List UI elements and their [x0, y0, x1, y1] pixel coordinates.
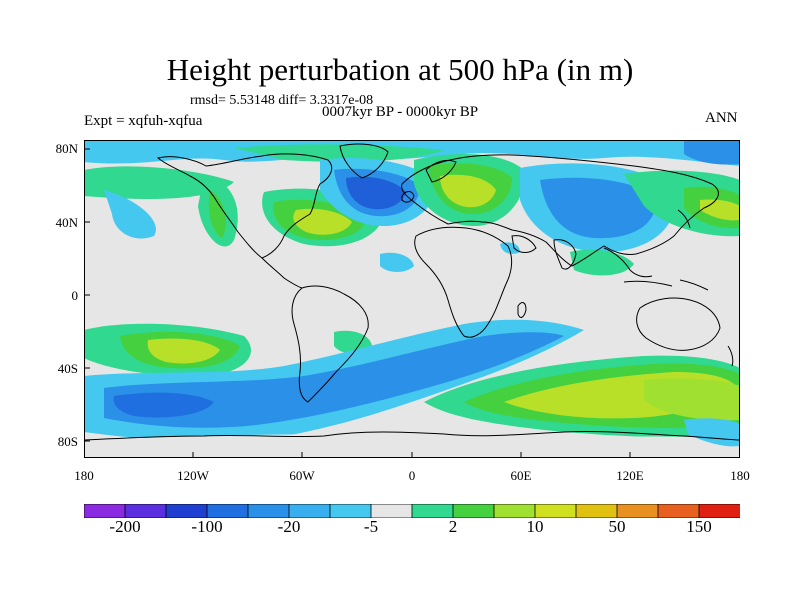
lat-label-40n: 40N	[55, 215, 78, 230]
colorbar-label-2: 2	[448, 517, 458, 536]
lon-label-60e: 60E	[510, 468, 532, 483]
lon-label-120w: 120W	[177, 468, 209, 483]
tropical-atlantic-cyan	[380, 252, 414, 272]
asia-blue-region	[540, 177, 657, 239]
coast-india	[553, 239, 577, 270]
coast-madagascar	[517, 302, 527, 318]
colorbar-cell	[575, 504, 618, 518]
satlantic-green-patch	[334, 330, 372, 354]
colorbar-cell	[329, 504, 372, 518]
stats-text: rmsd= 5.53148 diff= 3.3317e-08	[190, 93, 374, 108]
colorbar-label-neg100: -100	[191, 517, 223, 536]
coast-japan	[677, 209, 691, 229]
colorbar-cell	[288, 504, 331, 518]
colorbar-label-50: 50	[608, 517, 626, 536]
lon-label-60w: 60W	[289, 468, 315, 483]
lon-label-0: 0	[408, 468, 416, 483]
coast-australia	[636, 297, 721, 351]
npac-cyan-region	[104, 190, 156, 239]
colorbar-cell	[493, 504, 536, 518]
colorbar-cell	[616, 504, 659, 518]
coast-central-america	[261, 257, 303, 289]
coast-antarctica	[84, 430, 740, 441]
colorbar-cell	[452, 504, 495, 518]
southern-ocean-blue-band	[104, 332, 564, 428]
colorbar-cells	[84, 504, 740, 518]
atlantic-blue-core	[346, 176, 406, 210]
coast-uk	[401, 191, 415, 203]
period-text: 0007kyr BP - 0000kyr BP	[322, 104, 479, 120]
colorbar-cell	[411, 504, 454, 518]
antarctic-neutral	[84, 434, 740, 458]
map-field	[84, 140, 740, 458]
colorbar-cell	[206, 504, 249, 518]
ne-siberia-blue	[684, 140, 740, 165]
lon-label-180e: 180	[730, 468, 750, 483]
southern-ocean-blue-core	[113, 392, 214, 418]
pacific-green-core	[208, 190, 226, 238]
coastlines	[84, 143, 740, 441]
arctic-green-patch	[234, 144, 444, 162]
colorbar-label-150: 150	[686, 517, 712, 536]
coast-se-asia	[603, 247, 653, 278]
lat-label-80s: 80S	[57, 434, 78, 449]
coast-scandinavia	[425, 159, 457, 183]
eurasia-yellow-core	[440, 174, 496, 208]
colorbar-cell	[84, 504, 126, 518]
colorbar-cell	[657, 504, 700, 518]
colorbar-label-neg20: -20	[277, 517, 301, 536]
map-title: Height perturbation at 500 hPa (in m)	[166, 52, 634, 87]
coast-north-america	[156, 153, 333, 259]
experiment-label: Expt = xqfuh-xqfua	[84, 113, 203, 129]
colorbar-cell	[165, 504, 208, 518]
season-label: ANN	[705, 110, 738, 126]
lon-label-180w: 180	[74, 468, 94, 483]
colorbar-cell	[698, 504, 740, 518]
lat-label-80n: 80N	[55, 141, 78, 156]
colorbar-label-10: 10	[526, 517, 544, 536]
colorbar-cell	[370, 504, 413, 518]
colorbar-label-neg200: -200	[109, 517, 141, 536]
sindian-yellow-east	[644, 378, 740, 421]
height-perturbation-map	[84, 140, 740, 458]
coast-eurasia	[401, 154, 719, 267]
africa-cyan-patch	[500, 242, 520, 254]
lat-label-eq: 0	[71, 288, 79, 303]
coast-africa	[414, 226, 513, 338]
colorbar-cell	[124, 504, 167, 518]
coast-new-zealand	[727, 345, 734, 367]
lon-label-120e: 120E	[616, 468, 644, 483]
tick-marks	[84, 148, 631, 458]
npac-green-region	[84, 166, 234, 200]
coast-arabia	[511, 235, 537, 253]
colorbar	[84, 504, 740, 518]
lat-label-40s: 40S	[57, 361, 78, 376]
coast-indonesia	[623, 279, 709, 291]
colorbar-cell	[247, 504, 290, 518]
colorbar-cell	[534, 504, 577, 518]
colorbar-label-neg5: -5	[363, 517, 379, 536]
coast-greenland	[339, 143, 389, 179]
coast-south-america	[291, 285, 369, 403]
spac-yellow-core	[147, 338, 220, 364]
